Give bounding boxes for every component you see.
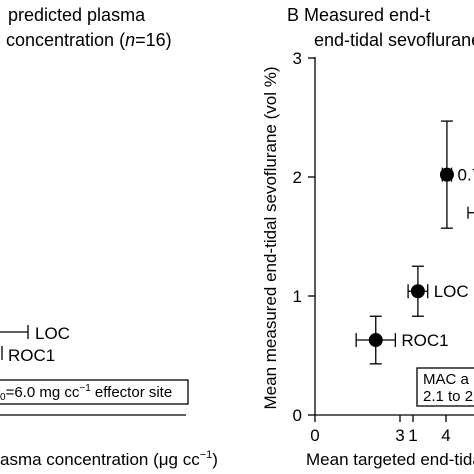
panel-b-y-tick-label: 1 [293,287,302,306]
panel-b-title-line-2: end-tidal sevoflurane [314,30,474,50]
panel-a: predicted plasma concentration (n=16) 3 4… [0,5,474,469]
panel-b-point-marker [410,284,425,299]
panel-b-x-tick-label: 1 [408,426,417,445]
panel-b-x-axis-label: Mean targeted end-tida [306,450,474,469]
panel-a-x-ticks: 34567 [395,415,451,445]
panel-b-annotation-line-1: MAC a [423,371,470,388]
panel-b-data-point: ROC1 [355,315,449,365]
annotation-box [0,379,189,405]
panel-a-data-point: 0.7 MEC50 [439,120,474,229]
panel-b-y-tick-label: 2 [293,168,302,187]
panel-b-title-line-1: B Measured end-t [287,5,430,25]
panel-b-y-tick-label: 3 [293,49,302,68]
panel-b-y-ticks: 0 1 2 3 [293,49,315,425]
panel-b-y-axis-label: Mean measured end-tidal sevoflurane (vol… [261,66,280,409]
panel-b-data-point: LOC [407,265,469,317]
panel-b-point-label: ROC1 [401,331,448,350]
panel-a-x-tick-label: 3 [395,426,404,445]
panel-a-x-axis-label: asma concentration (μg cc−1) [0,449,218,469]
panel-b-partial-point [467,206,474,219]
panel-a-title-line-1: predicted plasma [8,5,146,25]
panel-b-annotation-line-2: 2.1 to 2 [423,388,473,405]
panel-a-point-label: 0.7 MEC50 [458,166,474,189]
panel-b-point-label: LOC [434,282,469,301]
panel-b-annotation-box [416,367,474,407]
panel-a-x-tick-label: 4 [441,426,450,445]
panel-a-points: 1.0 MEC500.7 MEC50 [439,120,474,229]
panel-b-y-tick-label: 0 [293,406,302,425]
panel-b-points: LOC ROC1 [355,206,474,365]
panel-b-point-marker [368,333,383,348]
loc-label: LOC [35,324,70,343]
panel-a-point-marker [439,167,454,182]
annotation-text: 0=6.0 mg cc−1 effector site [0,383,172,403]
panel-a-title-line-2: concentration (n=16) [6,30,172,50]
panel-b: B Measured end-t end-tidal sevoflurane 0… [261,5,474,469]
roc1-label: ROC1 [8,346,55,365]
panel-b-x-tick-label: 0 [310,426,319,445]
